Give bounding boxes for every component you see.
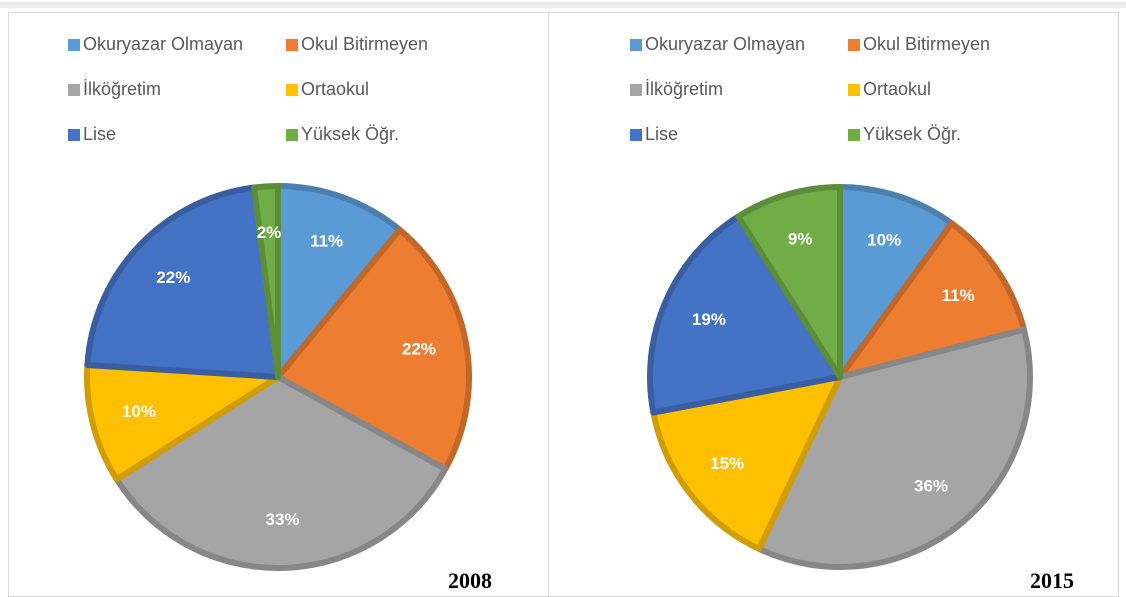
legend-label: İlköğretim [645, 79, 723, 99]
legend-swatch [848, 39, 860, 51]
legend-swatch [68, 129, 80, 141]
legend-label: Okuryazar Olmayan [645, 34, 805, 54]
legend-swatch [630, 84, 642, 96]
data-label: 10% [867, 231, 901, 250]
legend-swatch [68, 39, 80, 51]
pie-slice [647, 213, 843, 416]
data-label: 2% [257, 223, 282, 242]
legend-label: İlköğretim [83, 79, 161, 99]
legend-swatch [286, 84, 298, 96]
legend-label: Yüksek Öğr. [301, 124, 399, 144]
data-label: 36% [914, 477, 948, 496]
pie-slice [84, 184, 281, 380]
pie-slice [251, 183, 281, 380]
pie-slice [113, 374, 449, 571]
pie-slice [275, 183, 403, 380]
pie-slice [837, 184, 955, 380]
data-label: 22% [156, 268, 190, 287]
data-label: 19% [692, 310, 726, 329]
data-label: 22% [402, 340, 436, 359]
legend-swatch [848, 84, 860, 96]
legend-label: Lise [645, 124, 678, 144]
pie-slice [84, 362, 281, 483]
data-label: 33% [265, 510, 299, 529]
data-label: 11% [310, 231, 343, 250]
pie-slice [735, 184, 843, 380]
pie-slice [650, 374, 843, 552]
legend-label: Lise [83, 124, 116, 144]
legend-label: Okuryazar Olmayan [83, 34, 243, 54]
pie-slice [275, 226, 472, 473]
legend-label: Ortaokul [301, 79, 369, 99]
legend-label: Okul Bitirmeyen [301, 34, 428, 54]
legend-swatch [286, 39, 298, 51]
pie-slice [756, 326, 1033, 570]
legend-label: Yüksek Öğr. [863, 124, 961, 144]
legend-swatch [848, 129, 860, 141]
legend-label: Okul Bitirmeyen [863, 34, 990, 54]
data-label: 15% [710, 454, 744, 473]
legend-swatch [630, 39, 642, 51]
data-label: 11% [942, 286, 975, 305]
chart-title: 2015 [1030, 568, 1074, 593]
data-label: 10% [122, 402, 156, 421]
data-label: 9% [788, 229, 813, 248]
chart-title: 2008 [448, 568, 492, 593]
legend-swatch [68, 84, 80, 96]
legend-swatch [286, 129, 298, 141]
legend-label: Ortaokul [863, 79, 931, 99]
legend-swatch [630, 129, 642, 141]
